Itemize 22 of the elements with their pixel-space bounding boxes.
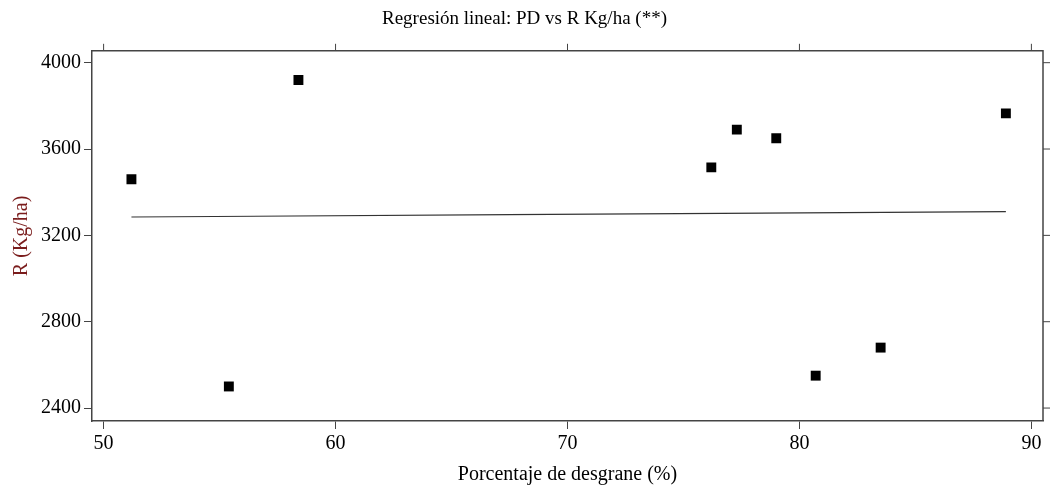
point	[731, 124, 742, 135]
x-tick-label: 90	[1021, 431, 1042, 454]
y-axis-title: R (Kg/ha)	[9, 195, 33, 277]
point	[126, 174, 137, 185]
point	[810, 370, 821, 381]
point	[771, 133, 782, 144]
point	[706, 162, 717, 173]
x-axis-title: Porcentaje de desgrane (%)	[457, 462, 678, 486]
x-tick-label: 70	[557, 431, 578, 454]
x-tick-label: 60	[325, 431, 346, 454]
x-tick-label: 50	[93, 431, 114, 454]
point	[875, 342, 886, 353]
y-tick-label: 4000	[41, 49, 81, 72]
y-tick-label: 2400	[41, 395, 81, 418]
chart-title: Regresión lineal: PD vs R Kg/ha (**)	[382, 7, 667, 30]
y-tick-label: 3600	[41, 136, 81, 159]
point	[223, 381, 234, 392]
point	[293, 74, 304, 85]
x-tick-label: 80	[789, 431, 810, 454]
point	[1000, 108, 1011, 119]
y-tick-label: 3200	[41, 222, 81, 245]
y-tick-label: 2800	[41, 308, 81, 331]
